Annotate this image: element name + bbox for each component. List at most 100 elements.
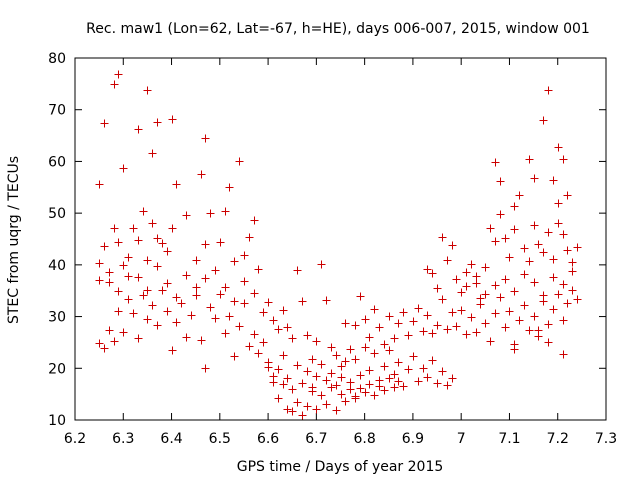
data-point: [394, 358, 403, 367]
data-point: [346, 385, 355, 394]
data-point: [168, 346, 177, 355]
data-point: [370, 305, 379, 314]
data-point: [201, 134, 210, 143]
data-point: [568, 258, 577, 267]
data-point: [288, 407, 297, 416]
data-point: [298, 411, 307, 420]
data-point: [539, 116, 548, 125]
data-point: [544, 228, 553, 237]
data-point: [158, 239, 167, 248]
data-point: [380, 340, 389, 349]
data-point: [293, 398, 302, 407]
data-point: [182, 333, 191, 342]
data-point: [322, 376, 331, 385]
data-point: [510, 202, 519, 211]
data-point: [95, 339, 104, 348]
data-point: [312, 405, 321, 414]
x-tick-label: 6.5: [209, 431, 231, 447]
data-point: [279, 351, 288, 360]
data-point: [423, 265, 432, 274]
data-point: [448, 308, 457, 317]
data-point: [515, 191, 524, 200]
data-point: [390, 370, 399, 379]
data-point: [153, 234, 162, 243]
data-point: [172, 318, 181, 327]
data-point: [168, 224, 177, 233]
data-point: [197, 336, 206, 345]
data-point: [380, 386, 389, 395]
x-tick-label: 7.3: [595, 431, 617, 447]
data-point: [317, 360, 326, 369]
data-point: [283, 405, 292, 414]
data-point: [283, 374, 292, 383]
data-point: [134, 334, 143, 343]
data-point: [501, 234, 510, 243]
data-point: [293, 361, 302, 370]
data-point: [119, 328, 128, 337]
data-point: [114, 238, 123, 247]
data-point: [206, 209, 215, 218]
data-point: [114, 70, 123, 79]
data-point: [385, 312, 394, 321]
data-point: [225, 312, 234, 321]
data-point: [505, 253, 514, 262]
data-point: [129, 224, 138, 233]
data-point: [351, 392, 360, 401]
data-point: [230, 257, 239, 266]
data-point: [563, 191, 572, 200]
data-point: [375, 323, 384, 332]
data-point: [308, 383, 317, 392]
data-point: [211, 266, 220, 275]
data-point: [317, 391, 326, 400]
data-point: [201, 274, 210, 283]
data-point: [337, 373, 346, 382]
data-point: [462, 282, 471, 291]
data-point: [457, 306, 466, 315]
data-point: [279, 380, 288, 389]
data-point: [279, 306, 288, 315]
data-point: [346, 378, 355, 387]
data-point: [433, 284, 442, 293]
data-point: [554, 219, 563, 228]
data-point: [240, 299, 249, 308]
data-point: [110, 80, 119, 89]
data-point: [240, 251, 249, 260]
data-point: [361, 315, 370, 324]
data-point: [143, 286, 152, 295]
data-point: [322, 400, 331, 409]
data-point: [148, 219, 157, 228]
data-point: [525, 257, 534, 266]
data-point: [298, 379, 307, 388]
data-point: [491, 237, 500, 246]
data-point: [187, 311, 196, 320]
data-point: [303, 402, 312, 411]
data-point: [491, 281, 500, 290]
data-point: [534, 326, 543, 335]
data-point: [274, 325, 283, 334]
data-point: [216, 290, 225, 299]
data-point: [134, 273, 143, 282]
x-axis-ticks: 6.2 6.3 6.4 6.5 6.6 6.7 6.8 6.9 7 7.1 7.2 7.3: [64, 58, 617, 447]
data-point: [114, 307, 123, 316]
data-point: [163, 279, 172, 288]
data-point: [341, 397, 350, 406]
data-point: [525, 326, 534, 335]
data-point: [530, 221, 539, 230]
y-axis-ticks: 10 20 30 40 50 60 70 80: [48, 51, 606, 429]
data-point: [515, 316, 524, 325]
data-point: [549, 176, 558, 185]
data-point: [356, 371, 365, 380]
data-point: [225, 183, 234, 192]
data-point: [341, 357, 350, 366]
data-point: [245, 233, 254, 242]
x-tick-label: 6.3: [112, 431, 134, 447]
data-point: [148, 149, 157, 158]
data-point: [143, 315, 152, 324]
data-point: [100, 344, 109, 353]
data-point: [221, 329, 230, 338]
data-point: [438, 367, 447, 376]
data-point: [409, 317, 418, 326]
data-point: [206, 303, 215, 312]
data-point: [370, 391, 379, 400]
data-point: [563, 246, 572, 255]
